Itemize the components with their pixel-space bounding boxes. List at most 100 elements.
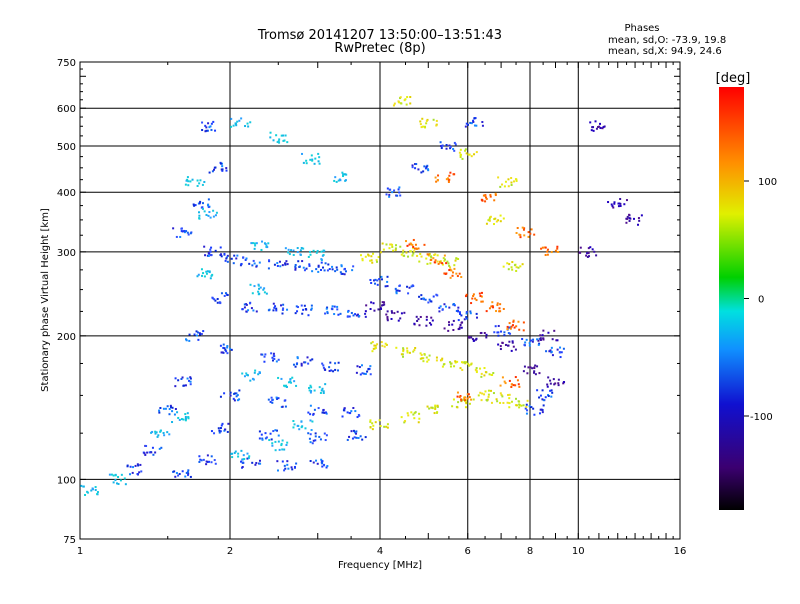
data-point	[223, 294, 226, 297]
data-point	[465, 316, 468, 319]
data-point	[430, 300, 433, 303]
data-point	[229, 394, 232, 397]
data-point	[441, 263, 444, 266]
data-point	[418, 295, 421, 298]
data-point	[181, 376, 184, 379]
data-point	[291, 376, 294, 379]
data-point	[309, 419, 312, 422]
data-point	[480, 372, 483, 375]
data-point	[434, 407, 437, 410]
data-point	[586, 255, 589, 258]
data-point	[465, 317, 468, 320]
data-point	[444, 305, 447, 308]
data-point	[131, 471, 134, 474]
data-point	[532, 407, 535, 410]
data-point	[259, 286, 262, 289]
data-point	[544, 254, 547, 257]
data-point	[182, 418, 185, 421]
data-point	[276, 460, 279, 463]
data-point	[158, 447, 161, 450]
data-point	[156, 435, 159, 438]
data-point	[200, 206, 203, 209]
data-point	[219, 427, 222, 430]
data-point	[381, 278, 384, 281]
data-point	[372, 252, 375, 255]
data-point	[496, 304, 499, 307]
data-point	[225, 256, 228, 259]
data-point	[411, 244, 414, 247]
data-point	[390, 243, 393, 246]
data-point	[223, 429, 226, 432]
data-point	[470, 336, 473, 339]
data-point	[215, 211, 218, 214]
data-point	[313, 162, 316, 165]
data-point	[497, 331, 500, 334]
data-point	[399, 194, 402, 197]
data-point	[340, 272, 343, 275]
data-point	[356, 365, 359, 368]
data-point	[352, 265, 355, 268]
data-point	[395, 244, 398, 247]
data-point	[465, 399, 468, 402]
data-point	[184, 413, 187, 416]
data-point	[388, 193, 391, 196]
data-point	[193, 204, 196, 207]
data-point	[447, 329, 450, 332]
data-point	[472, 398, 475, 401]
data-point	[421, 117, 424, 120]
data-point	[316, 249, 319, 252]
data-point	[485, 310, 488, 313]
data-point	[438, 310, 441, 313]
data-point	[205, 213, 208, 216]
data-point	[223, 347, 226, 350]
data-point	[464, 148, 467, 151]
chart-title: Tromsø 20141207 13:50:00–13:51:43	[257, 28, 502, 43]
data-point	[318, 386, 321, 389]
data-point	[225, 350, 228, 353]
data-point	[374, 282, 377, 285]
data-point	[251, 377, 254, 380]
data-point	[252, 259, 255, 262]
data-point	[277, 440, 280, 443]
data-point	[524, 407, 527, 410]
data-point	[538, 342, 541, 345]
data-point	[197, 211, 200, 214]
data-point	[447, 180, 450, 183]
data-point	[298, 428, 301, 431]
data-point	[433, 253, 436, 256]
data-point	[203, 275, 206, 278]
data-point	[196, 275, 199, 278]
data-point	[447, 262, 450, 265]
data-point	[425, 315, 428, 318]
data-point	[271, 356, 274, 359]
data-point	[513, 264, 516, 267]
data-point	[376, 279, 379, 282]
data-point	[210, 274, 213, 277]
data-point	[589, 246, 592, 249]
data-point	[449, 361, 452, 364]
data-point	[394, 248, 397, 251]
data-point	[508, 397, 511, 400]
data-point	[343, 268, 346, 271]
data-point	[365, 304, 368, 307]
data-point	[369, 308, 372, 311]
data-point	[189, 380, 192, 383]
data-point	[499, 185, 502, 188]
data-point	[277, 140, 280, 143]
data-point	[191, 178, 194, 181]
data-point	[494, 217, 497, 220]
data-point	[208, 211, 211, 214]
data-point	[454, 143, 457, 146]
data-point	[370, 301, 373, 304]
data-point	[296, 310, 299, 313]
data-point	[201, 274, 204, 277]
data-point	[267, 309, 270, 312]
data-point	[416, 254, 419, 257]
data-point	[536, 389, 539, 392]
data-point	[363, 372, 366, 375]
data-point	[177, 474, 180, 477]
data-point	[446, 177, 449, 180]
data-point	[403, 99, 406, 102]
data-point	[320, 261, 323, 264]
data-point	[384, 285, 387, 288]
